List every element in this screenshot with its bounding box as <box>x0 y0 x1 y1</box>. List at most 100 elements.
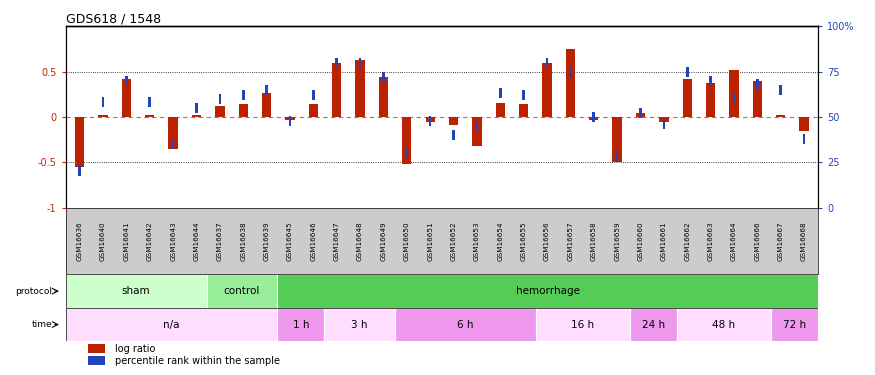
Bar <box>542 63 552 117</box>
Bar <box>215 106 225 117</box>
Bar <box>98 115 108 117</box>
Bar <box>566 49 575 117</box>
Bar <box>546 57 549 68</box>
Bar <box>379 77 388 117</box>
Text: GSM16658: GSM16658 <box>591 221 597 261</box>
Bar <box>630 308 677 341</box>
Text: log ratio: log ratio <box>115 344 155 354</box>
Bar <box>285 117 295 120</box>
Text: GSM16656: GSM16656 <box>544 221 550 261</box>
Bar <box>592 112 595 122</box>
Bar <box>219 94 221 104</box>
Bar <box>612 117 622 162</box>
Bar <box>195 103 198 113</box>
Text: 6 h: 6 h <box>457 320 473 330</box>
Bar <box>355 60 365 117</box>
Bar <box>309 104 318 117</box>
Text: GSM16643: GSM16643 <box>170 221 176 261</box>
Text: GSM16659: GSM16659 <box>614 221 620 261</box>
Text: 16 h: 16 h <box>571 320 594 330</box>
Bar <box>686 67 689 76</box>
Bar <box>75 117 84 167</box>
Bar <box>473 117 481 146</box>
Bar <box>169 117 178 148</box>
Text: sham: sham <box>122 286 150 296</box>
Bar <box>616 152 619 162</box>
Text: GDS618 / 1548: GDS618 / 1548 <box>66 12 161 25</box>
Bar <box>405 148 408 158</box>
Bar <box>495 104 505 117</box>
Bar <box>265 85 268 95</box>
Text: GSM16660: GSM16660 <box>638 221 643 261</box>
Bar <box>640 108 641 118</box>
Bar <box>425 117 435 122</box>
Bar <box>476 121 479 131</box>
Bar <box>88 344 105 353</box>
Bar <box>149 98 151 107</box>
Text: 1 h: 1 h <box>292 320 309 330</box>
Bar <box>325 308 395 341</box>
Text: GSM16651: GSM16651 <box>427 221 433 261</box>
Text: GSM16652: GSM16652 <box>451 221 457 261</box>
Bar <box>800 117 808 130</box>
Bar <box>382 72 385 82</box>
Bar <box>66 274 206 308</box>
Bar <box>102 98 104 107</box>
Bar <box>780 85 782 95</box>
Text: GSM16644: GSM16644 <box>193 221 200 261</box>
Text: 48 h: 48 h <box>712 320 736 330</box>
Text: 72 h: 72 h <box>783 320 806 330</box>
Bar <box>730 70 738 117</box>
Text: 3 h: 3 h <box>352 320 367 330</box>
Text: GSM16662: GSM16662 <box>684 221 690 261</box>
Text: control: control <box>224 286 260 296</box>
Text: GSM16664: GSM16664 <box>731 221 737 261</box>
Text: GSM16640: GSM16640 <box>100 221 106 261</box>
Text: GSM16638: GSM16638 <box>241 221 246 261</box>
Bar <box>277 308 325 341</box>
Bar <box>803 134 805 144</box>
Text: GSM16666: GSM16666 <box>754 221 760 261</box>
Text: GSM16646: GSM16646 <box>311 221 317 261</box>
Text: GSM16647: GSM16647 <box>333 221 340 261</box>
Bar <box>239 104 248 117</box>
Bar <box>312 90 315 100</box>
Bar <box>429 116 431 126</box>
Bar <box>449 117 458 125</box>
Text: GSM16661: GSM16661 <box>661 221 667 261</box>
Bar <box>710 76 712 86</box>
Text: GSM16642: GSM16642 <box>147 221 153 261</box>
Bar <box>776 115 786 117</box>
Bar <box>682 79 692 117</box>
Bar <box>519 104 528 117</box>
Bar <box>662 119 665 129</box>
Text: protocol: protocol <box>15 286 52 296</box>
Bar <box>88 356 105 365</box>
Text: GSM16645: GSM16645 <box>287 221 293 261</box>
Text: GSM16650: GSM16650 <box>404 221 410 261</box>
Bar <box>499 88 501 98</box>
Text: GSM16649: GSM16649 <box>381 221 387 261</box>
Bar <box>536 308 630 341</box>
Bar <box>402 117 411 164</box>
Bar <box>522 90 525 100</box>
Bar <box>359 57 361 68</box>
Bar <box>242 90 244 100</box>
Bar <box>277 274 818 308</box>
Bar <box>332 63 341 117</box>
Text: GSM16637: GSM16637 <box>217 221 223 261</box>
Text: GSM16655: GSM16655 <box>521 221 527 261</box>
Text: hemorrhage: hemorrhage <box>515 286 580 296</box>
Bar <box>262 93 271 117</box>
Text: GSM16654: GSM16654 <box>497 221 503 261</box>
Text: time: time <box>31 320 52 329</box>
Text: percentile rank within the sample: percentile rank within the sample <box>115 356 279 366</box>
Bar <box>677 308 771 341</box>
Bar <box>589 117 598 120</box>
Bar <box>752 81 762 117</box>
Bar <box>732 94 735 104</box>
Bar <box>172 139 174 149</box>
Bar <box>771 308 818 341</box>
Bar <box>125 76 128 86</box>
Bar <box>122 79 131 117</box>
